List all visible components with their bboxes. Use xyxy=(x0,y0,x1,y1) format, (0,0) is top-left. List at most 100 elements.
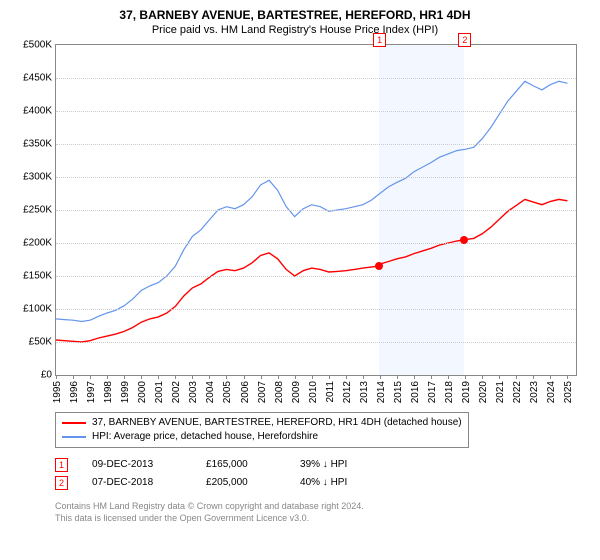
x-tick xyxy=(141,375,142,379)
x-tick-label: 2007 xyxy=(257,381,268,403)
gridline xyxy=(56,177,576,178)
x-tick xyxy=(124,375,125,379)
legend-item: 37, BARNEBY AVENUE, BARTESTREE, HEREFORD… xyxy=(62,416,462,430)
x-tick-label: 2020 xyxy=(478,381,489,403)
plot-area: £0£50K£100K£150K£200K£250K£300K£350K£400… xyxy=(55,44,577,376)
y-tick-label: £0 xyxy=(12,370,56,381)
x-tick-label: 2021 xyxy=(495,381,506,403)
x-tick xyxy=(261,375,262,379)
transaction-row: 2 07-DEC-2018 £205,000 40% ↓ HPI xyxy=(55,474,575,492)
footer-attribution: Contains HM Land Registry data © Crown c… xyxy=(55,500,575,524)
gridline xyxy=(56,144,576,145)
x-tick-label: 2015 xyxy=(393,381,404,403)
footer-line1: Contains HM Land Registry data © Crown c… xyxy=(55,500,575,512)
x-tick xyxy=(550,375,551,379)
x-tick-label: 2002 xyxy=(171,381,182,403)
x-tick-label: 2023 xyxy=(529,381,540,403)
gridline xyxy=(56,111,576,112)
transaction-date: 07-DEC-2018 xyxy=(92,474,182,492)
legend-label: HPI: Average price, detached house, Here… xyxy=(92,430,318,444)
legend-item: HPI: Average price, detached house, Here… xyxy=(62,430,462,444)
marker-label: 1 xyxy=(373,33,386,47)
x-tick-label: 2010 xyxy=(308,381,319,403)
gridline xyxy=(56,78,576,79)
y-tick-label: £150K xyxy=(12,271,56,282)
gridline xyxy=(56,210,576,211)
marker-label: 2 xyxy=(458,33,471,47)
chart-subtitle: Price paid vs. HM Land Registry's House … xyxy=(15,24,575,36)
chart-area: £0£50K£100K£150K£200K£250K£300K£350K£400… xyxy=(55,44,575,374)
y-tick-label: £250K xyxy=(12,205,56,216)
x-tick-label: 1996 xyxy=(69,381,80,403)
x-tick-label: 2016 xyxy=(410,381,421,403)
x-tick-label: 1998 xyxy=(103,381,114,403)
gridline xyxy=(56,276,576,277)
transaction-price: £165,000 xyxy=(206,456,276,474)
x-tick-label: 2009 xyxy=(291,381,302,403)
x-tick xyxy=(363,375,364,379)
transaction-price: £205,000 xyxy=(206,474,276,492)
transaction-row: 1 09-DEC-2013 £165,000 39% ↓ HPI xyxy=(55,456,575,474)
x-tick xyxy=(516,375,517,379)
legend-swatch xyxy=(62,422,86,424)
x-tick xyxy=(278,375,279,379)
x-tick-label: 2008 xyxy=(274,381,285,403)
x-tick xyxy=(482,375,483,379)
transaction-change: 40% ↓ HPI xyxy=(300,474,347,492)
chart-title: 37, BARNEBY AVENUE, BARTESTREE, HEREFORD… xyxy=(15,8,575,22)
y-tick-label: £400K xyxy=(12,106,56,117)
x-tick-label: 2005 xyxy=(222,381,233,403)
x-tick xyxy=(107,375,108,379)
x-tick xyxy=(465,375,466,379)
x-tick-label: 2001 xyxy=(154,381,165,403)
x-tick xyxy=(431,375,432,379)
marker-dot xyxy=(460,236,468,244)
x-tick xyxy=(192,375,193,379)
marker-dot xyxy=(375,262,383,270)
x-tick xyxy=(329,375,330,379)
y-tick-label: £350K xyxy=(12,139,56,150)
transactions-table: 1 09-DEC-2013 £165,000 39% ↓ HPI 2 07-DEC-201… xyxy=(55,456,575,492)
x-tick-label: 2011 xyxy=(325,381,336,403)
x-tick-label: 2025 xyxy=(563,381,574,403)
transaction-number-box: 1 xyxy=(55,458,68,472)
x-tick-label: 2013 xyxy=(359,381,370,403)
x-tick xyxy=(312,375,313,379)
series-property xyxy=(56,199,568,342)
transaction-date: 09-DEC-2013 xyxy=(92,456,182,474)
x-tick xyxy=(244,375,245,379)
x-tick xyxy=(448,375,449,379)
x-tick-label: 2006 xyxy=(240,381,251,403)
y-tick-label: £50K xyxy=(12,337,56,348)
x-tick-label: 2014 xyxy=(376,381,387,403)
x-tick-label: 2024 xyxy=(546,381,557,403)
chart-container: 37, BARNEBY AVENUE, BARTESTREE, HEREFORD… xyxy=(0,0,600,560)
x-tick-label: 2022 xyxy=(512,381,523,403)
x-tick-label: 2003 xyxy=(188,381,199,403)
x-tick xyxy=(533,375,534,379)
x-tick-label: 2017 xyxy=(427,381,438,403)
x-tick xyxy=(346,375,347,379)
x-tick-label: 1995 xyxy=(52,381,63,403)
x-tick xyxy=(226,375,227,379)
x-tick xyxy=(56,375,57,379)
gridline xyxy=(56,342,576,343)
transaction-number-box: 2 xyxy=(55,476,68,490)
series-hpi xyxy=(56,81,568,321)
x-tick xyxy=(158,375,159,379)
legend-label: 37, BARNEBY AVENUE, BARTESTREE, HEREFORD… xyxy=(92,416,462,430)
x-tick xyxy=(175,375,176,379)
legend-swatch xyxy=(62,436,86,438)
x-tick xyxy=(73,375,74,379)
x-tick xyxy=(397,375,398,379)
x-tick xyxy=(414,375,415,379)
x-tick-label: 2000 xyxy=(137,381,148,403)
x-tick-label: 1999 xyxy=(120,381,131,403)
x-tick xyxy=(209,375,210,379)
transaction-change: 39% ↓ HPI xyxy=(300,456,347,474)
y-tick-label: £300K xyxy=(12,172,56,183)
y-tick-label: £100K xyxy=(12,304,56,315)
x-tick xyxy=(380,375,381,379)
y-tick-label: £200K xyxy=(12,238,56,249)
x-tick xyxy=(295,375,296,379)
